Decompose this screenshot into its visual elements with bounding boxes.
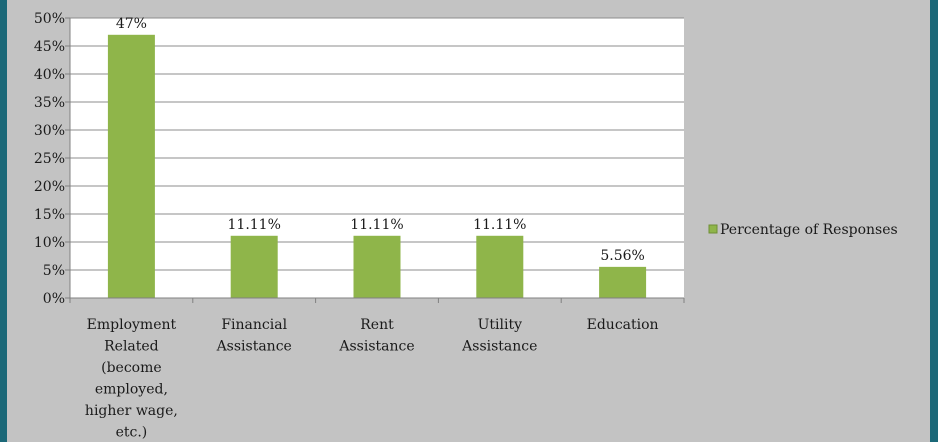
data-label: 11.11% (228, 217, 281, 233)
bar (353, 235, 401, 298)
legend-swatch (708, 224, 718, 234)
y-tick-label: 45% (34, 39, 65, 55)
category-labels: Employment Related (become employed, higher … (85, 317, 659, 441)
y-tick-label: 50% (34, 11, 65, 27)
legend-label: Percentage of Responses (720, 222, 898, 238)
y-tick-label: 25% (34, 151, 65, 167)
y-tick-label: 40% (34, 67, 65, 83)
x-axis-ticks (69, 298, 685, 303)
data-label: 5.56% (600, 248, 644, 264)
category-label: Utility Assistance (461, 317, 537, 355)
bars (107, 34, 647, 299)
y-axis-ticks: 0% 5% 10% 15% 20% 25% 30% 35% 40% 45% 50% (34, 11, 70, 307)
y-tick-label: 5% (43, 263, 65, 279)
data-label: 11.11% (473, 217, 526, 233)
bar (230, 235, 278, 298)
category-label: Rent Assistance (338, 317, 414, 355)
data-label: 11.11% (350, 217, 403, 233)
y-tick-label: 35% (34, 95, 65, 111)
bar (599, 266, 647, 298)
bar-chart: 0% 5% 10% 15% 20% 25% 30% 35% 40% 45% 50% 47% 11.11… (34, 11, 898, 441)
category-label: Financial Assistance (216, 317, 292, 355)
y-tick-label: 10% (34, 235, 65, 251)
bar (476, 235, 524, 298)
y-tick-label: 30% (34, 123, 65, 139)
data-labels: 47% 11.11% 11.11% 11.11% 5.56% (116, 16, 645, 264)
category-label: Education (587, 317, 659, 333)
y-tick-label: 15% (34, 207, 65, 223)
chart-panel: 0% 5% 10% 15% 20% 25% 30% 35% 40% 45% 50% 47% 11.11… (7, 0, 930, 442)
legend: Percentage of Responses (708, 222, 898, 238)
category-label: Employment Related (become employed, higher … (85, 317, 178, 441)
bar (107, 34, 155, 299)
y-tick-label: 0% (43, 291, 65, 307)
data-label: 47% (116, 16, 147, 32)
y-tick-label: 20% (34, 179, 65, 195)
